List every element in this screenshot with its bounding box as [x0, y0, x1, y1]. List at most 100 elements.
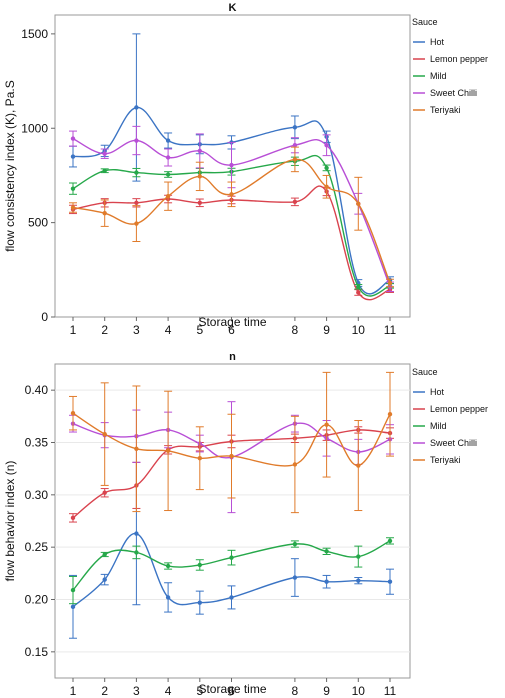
data-point: [165, 194, 171, 199]
data-point: [102, 168, 107, 173]
x-tick-label: 2: [101, 323, 108, 337]
data-point: [356, 578, 361, 583]
data-point: [229, 555, 234, 560]
data-point: [197, 562, 202, 568]
data-point: [292, 199, 298, 205]
data-point: [292, 541, 298, 547]
x-tick-label: 1: [70, 323, 77, 337]
data-point: [197, 148, 202, 154]
data-point: [356, 290, 361, 295]
data-point: [387, 412, 393, 417]
data-point: [102, 577, 107, 582]
data-point: [102, 490, 107, 495]
legend-label: Hot: [430, 387, 445, 397]
x-tick-label: 2: [101, 684, 108, 698]
data-point: [324, 184, 329, 189]
data-point: [70, 205, 76, 210]
x-tick-label: 4: [165, 323, 172, 337]
data-point: [197, 174, 202, 179]
data-point: [229, 192, 234, 197]
data-point: [292, 143, 298, 148]
data-point: [292, 125, 298, 130]
y-tick-label: 1500: [21, 27, 48, 41]
data-point: [70, 136, 76, 141]
series-line: [72, 540, 391, 591]
data-point: [102, 210, 107, 216]
data-point: [229, 162, 234, 168]
data-point: [134, 200, 139, 206]
x-axis-title: Storage time: [198, 315, 266, 329]
x-tick-label: 4: [165, 684, 172, 698]
legend-label: Mild: [430, 421, 447, 431]
data-point: [134, 531, 139, 536]
data-point: [197, 200, 202, 206]
legend-label: Hot: [430, 37, 445, 47]
data-point: [292, 575, 298, 580]
legend-title: Sauce: [412, 17, 438, 27]
x-tick-label: 1: [70, 684, 77, 698]
x-tick-label: 10: [352, 323, 366, 337]
data-point: [70, 587, 76, 593]
data-point: [70, 410, 76, 416]
x-tick-label: 6: [228, 684, 235, 698]
series-line: [72, 429, 391, 519]
series-line: [72, 422, 391, 459]
data-point: [134, 221, 139, 226]
series-line: [72, 412, 391, 467]
data-point: [356, 554, 361, 559]
chart-title: K: [229, 2, 237, 14]
data-point: [102, 151, 107, 156]
x-tick-label: 5: [196, 323, 203, 337]
x-tick-label: 3: [133, 323, 140, 337]
legend: Sauce Hot Lemon pepper Mild Sweet Chilli Teri…: [412, 367, 488, 465]
series-line: [72, 185, 391, 301]
data-point: [324, 165, 329, 171]
y-tick-label: 0.25: [25, 540, 49, 554]
data-point: [70, 604, 76, 610]
x-tick-label: 8: [292, 323, 299, 337]
x-tick-label: 9: [323, 684, 330, 698]
data-point: [292, 157, 298, 162]
y-tick-label: 0.30: [25, 488, 49, 502]
legend-label: Sweet Chilli: [430, 438, 477, 448]
data-point: [387, 538, 393, 544]
data-point: [356, 201, 361, 206]
data-point: [70, 186, 76, 191]
x-tick-label: 10: [352, 684, 366, 698]
data-point: [197, 600, 202, 605]
legend-label: Teriyaki: [430, 455, 461, 465]
data-point: [324, 422, 329, 427]
legend-label: Teriyaki: [430, 105, 461, 115]
y-tick-label: 0.20: [25, 593, 49, 607]
x-tick-label: 9: [323, 323, 330, 337]
x-tick-label: 5: [196, 684, 203, 698]
data-point: [356, 463, 361, 468]
data-point: [70, 154, 76, 159]
series-sweet-chilli: [69, 125, 394, 293]
data-point: [165, 595, 171, 600]
data-point: [102, 431, 107, 437]
y-tick-label: 0.40: [25, 383, 49, 397]
data-point: [165, 155, 171, 160]
data-point: [292, 462, 298, 467]
data-point: [134, 105, 139, 110]
series-teriyaki: [69, 146, 394, 288]
data-point: [324, 579, 329, 584]
series-line: [72, 154, 391, 297]
data-point: [165, 448, 171, 454]
data-point: [70, 515, 76, 521]
legend-label: Mild: [430, 71, 447, 81]
y-tick-label: 0.35: [25, 436, 49, 450]
plot-frame: [54, 363, 411, 679]
data-point: [356, 284, 361, 289]
y-axis-title: flow consistency index (K), Pa.S: [3, 80, 17, 251]
data-point: [165, 172, 171, 177]
x-tick-label: 11: [384, 323, 397, 337]
data-point: [134, 550, 139, 555]
data-point: [197, 456, 202, 461]
y-tick-label: 500: [28, 216, 48, 230]
data-point: [102, 552, 107, 557]
y-tick-label: 0.15: [25, 645, 49, 659]
data-point: [324, 549, 329, 554]
